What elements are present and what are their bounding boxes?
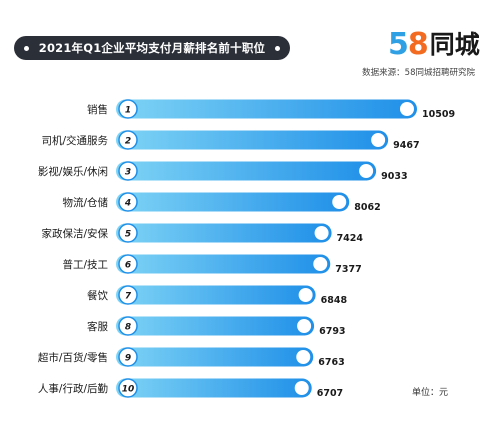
bar bbox=[116, 161, 377, 181]
bar-row: 餐饮 7 6848 bbox=[87, 285, 348, 306]
rank-badge bbox=[118, 99, 138, 119]
rank-badge bbox=[118, 223, 138, 243]
rank-badge bbox=[118, 192, 138, 212]
value-label: 6763 bbox=[318, 357, 344, 368]
bar-row: 销售 1 10509 bbox=[87, 99, 455, 120]
category-label: 人事/行政/后勤 bbox=[38, 382, 108, 395]
bar-end-marker bbox=[332, 195, 347, 209]
category-label: 餐饮 bbox=[87, 289, 108, 302]
value-label: 6848 bbox=[321, 295, 348, 306]
chart-title-text: 2021年Q1企业平均支付月薪排名前十职位 bbox=[38, 41, 266, 55]
value-label: 10509 bbox=[422, 109, 455, 120]
rank-badge bbox=[118, 161, 138, 181]
chart-title: 2021年Q1企业平均支付月薪排名前十职位 bbox=[14, 36, 290, 60]
category-label: 客服 bbox=[87, 320, 108, 333]
unit-label: 单位：元 bbox=[412, 388, 449, 398]
data-source: 数据来源：58同城招聘研究院 bbox=[362, 68, 475, 78]
bar bbox=[116, 347, 314, 367]
bar-end-marker bbox=[298, 288, 313, 302]
bar bbox=[116, 130, 389, 150]
bar-row: 人事/行政/后勤 10 6707 bbox=[38, 378, 343, 399]
title-left-dot bbox=[24, 46, 29, 51]
bar-row: 家政保洁/安保 5 7424 bbox=[41, 223, 364, 244]
bar bbox=[116, 192, 350, 212]
logo-digit-8: 8 bbox=[407, 27, 429, 62]
rank-label: 6 bbox=[125, 261, 131, 271]
rank-badge bbox=[118, 254, 138, 274]
bar-end-marker bbox=[314, 226, 329, 240]
value-label: 6707 bbox=[317, 388, 343, 399]
bar-row: 司机/交通服务 2 9467 bbox=[41, 130, 420, 151]
rank-badge bbox=[118, 378, 138, 398]
brand-logo: 5 8 同城 bbox=[388, 26, 480, 64]
rank-label: 1 bbox=[125, 106, 131, 116]
logo-digit-5: 5 bbox=[388, 27, 409, 62]
bar-end-marker bbox=[371, 133, 386, 147]
logo-name: 同城 bbox=[429, 30, 480, 59]
bar bbox=[116, 285, 316, 305]
category-label: 影视/娱乐/休闲 bbox=[38, 165, 108, 178]
bar-end-marker bbox=[400, 102, 414, 116]
rank-label: 3 bbox=[125, 168, 131, 178]
value-label: 7424 bbox=[337, 233, 364, 244]
value-label: 7377 bbox=[335, 264, 361, 275]
bar-row: 客服 8 6793 bbox=[87, 316, 346, 337]
bar-end-marker bbox=[359, 164, 374, 178]
rank-badge bbox=[118, 347, 138, 367]
bar-row: 超市/百货/零售 9 6763 bbox=[38, 347, 345, 368]
bar-row: 影视/娱乐/休闲 3 9033 bbox=[38, 161, 408, 182]
bar-end-marker bbox=[296, 350, 311, 364]
rank-label: 9 bbox=[125, 354, 131, 364]
value-label: 6793 bbox=[319, 326, 345, 337]
rank-label: 7 bbox=[125, 292, 132, 302]
category-label: 司机/交通服务 bbox=[41, 134, 108, 147]
rank-label: 8 bbox=[125, 323, 131, 333]
bar bbox=[116, 223, 332, 243]
category-label: 家政保洁/安保 bbox=[41, 227, 108, 240]
rank-label: 4 bbox=[124, 199, 131, 209]
bar-end-marker bbox=[297, 319, 312, 333]
bar-row: 物流/仓储 4 8062 bbox=[62, 192, 381, 213]
bar-end-marker bbox=[294, 381, 309, 395]
category-label: 普工/技工 bbox=[62, 258, 108, 271]
bar-end-marker bbox=[313, 257, 328, 271]
value-label: 9467 bbox=[393, 140, 419, 151]
rank-label: 2 bbox=[125, 137, 131, 147]
rank-label: 5 bbox=[125, 230, 131, 240]
bar bbox=[116, 99, 417, 119]
category-label: 超市/百货/零售 bbox=[38, 351, 108, 364]
rank-badge bbox=[118, 285, 138, 305]
bar-row: 普工/技工 6 7377 bbox=[62, 254, 362, 275]
bar bbox=[116, 378, 312, 398]
value-label: 8062 bbox=[354, 202, 380, 213]
bar bbox=[116, 316, 315, 336]
bar bbox=[116, 254, 331, 274]
category-label: 物流/仓储 bbox=[62, 196, 108, 209]
rank-badge bbox=[118, 316, 138, 336]
value-label: 9033 bbox=[381, 171, 407, 182]
rank-badge bbox=[118, 130, 138, 150]
title-right-dot bbox=[275, 46, 280, 51]
category-label: 销售 bbox=[87, 103, 108, 116]
rank-label: 10 bbox=[122, 385, 135, 395]
